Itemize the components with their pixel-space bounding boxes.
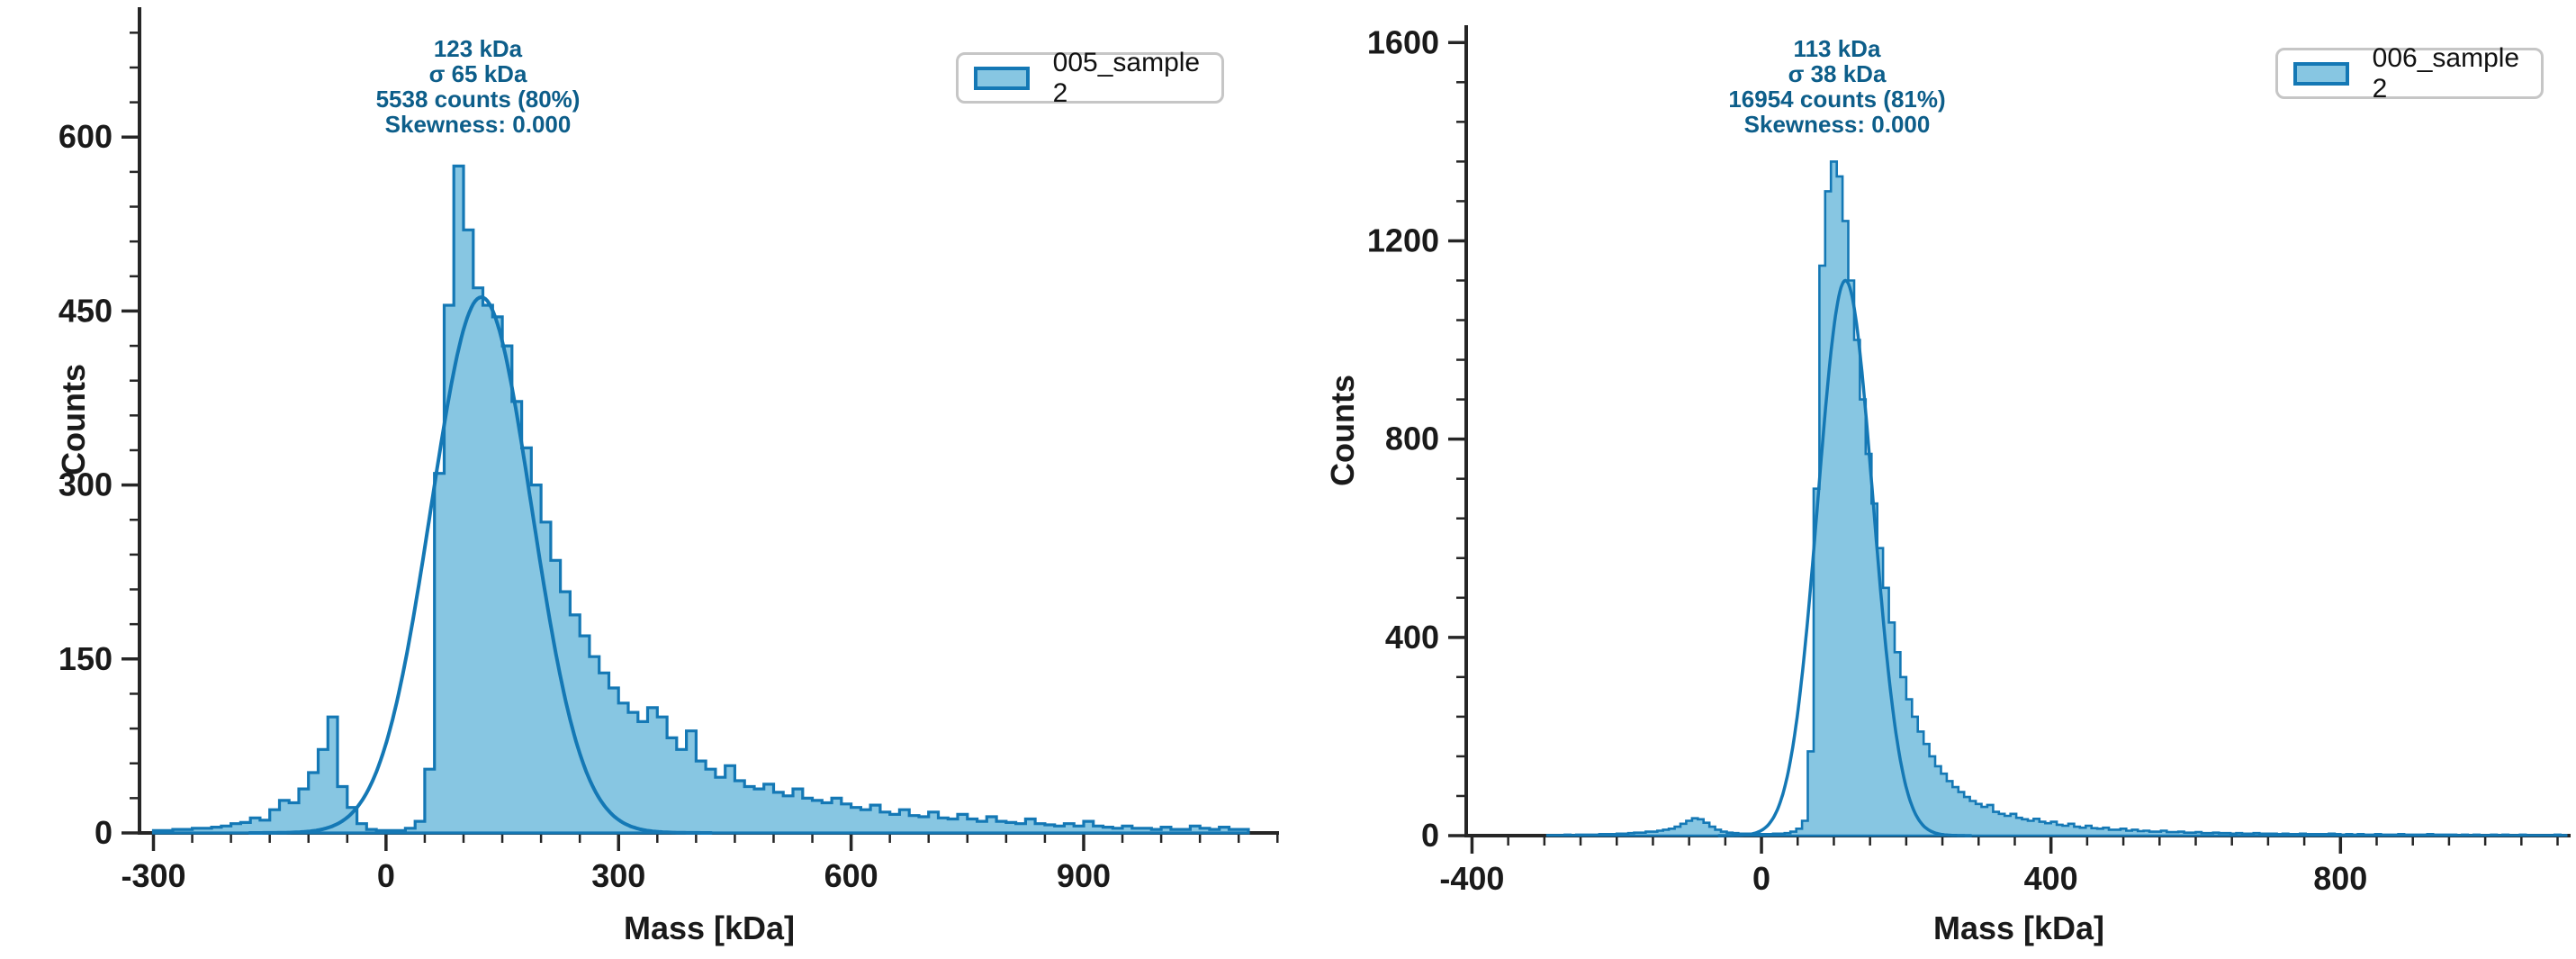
y-tick-label: 400 <box>1385 619 1439 656</box>
annotation-line-mass: 123 kDa <box>433 35 523 62</box>
y-tick-label: 450 <box>59 292 113 329</box>
legend-right: 006_sample 2 <box>2275 43 2544 104</box>
fit-curve <box>248 294 714 835</box>
y-tick-label: 1200 <box>1367 222 1439 258</box>
fit-annotation-right: 113 kDa σ 38 kDa 16954 counts (81%) Skew… <box>1728 36 1945 137</box>
fit-annotation-left: 123 kDa σ 65 kDa 5538 counts (80%) Skewn… <box>376 36 581 137</box>
y-tick-label: 0 <box>95 814 113 851</box>
y-tick-label: 150 <box>59 640 113 677</box>
y-tick-label: 300 <box>59 466 113 503</box>
chart-panel-right: -400 0 400 800 0 400 800 1200 1600 113 kDa σ 38 … <box>1287 0 2576 959</box>
annotation-line-mass: 113 kDa <box>1793 35 1881 62</box>
x-tick-label: 0 <box>377 857 395 894</box>
legend-swatch-right <box>2293 61 2349 86</box>
x-tick-label: 800 <box>2313 860 2367 897</box>
fit-curve <box>1717 278 1973 837</box>
chart-panel-left: -300 0 300 600 900 0 150 300 450 600 123 kDa σ 65… <box>0 0 1287 959</box>
y-axis-title-right: Counts <box>1324 375 1361 486</box>
x-tick-label: 400 <box>2024 860 2078 897</box>
x-axis-title-left: Mass [kDa] <box>623 909 796 946</box>
annotation-line-counts: 5538 counts (80%) <box>375 86 581 113</box>
x-tick-label: 300 <box>591 857 645 894</box>
y-tick-label: 800 <box>1385 421 1439 457</box>
legend-label-right: 006_sample 2 <box>2372 42 2520 104</box>
y-tick-label: 600 <box>59 118 113 155</box>
annotation-line-sigma: σ 65 kDa <box>428 60 527 87</box>
annotation-line-skewness: Skewness: 0.000 <box>384 111 572 138</box>
annotation-line-skewness: Skewness: 0.000 <box>1743 111 1931 138</box>
x-tick-label: -300 <box>121 857 185 894</box>
legend-swatch-left <box>974 66 1030 90</box>
x-tick-label: 600 <box>824 857 878 894</box>
x-tick-label: 900 <box>1057 857 1111 894</box>
annotation-line-sigma: σ 38 kDa <box>1788 60 1887 87</box>
y-tick-label: 1600 <box>1367 23 1439 60</box>
y-axis-title-left: Counts <box>55 364 92 475</box>
x-tick-label: -400 <box>1439 860 1504 897</box>
annotation-line-counts: 16954 counts (81%) <box>1728 86 1946 113</box>
x-tick-label: 0 <box>1752 860 1770 897</box>
x-axis-title-right: Mass [kDa] <box>1932 909 2105 946</box>
legend-left: 005_sample 2 <box>956 48 1224 108</box>
y-tick-label: 0 <box>1421 817 1439 854</box>
legend-label-left: 005_sample 2 <box>1052 47 1201 108</box>
histogram-bars <box>151 164 1250 835</box>
histogram-bars <box>1545 160 2568 837</box>
